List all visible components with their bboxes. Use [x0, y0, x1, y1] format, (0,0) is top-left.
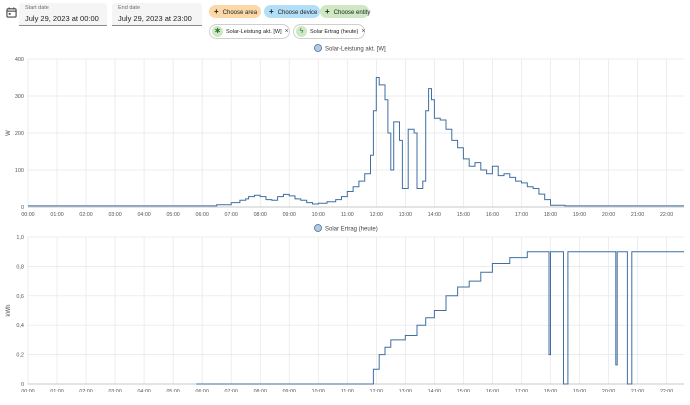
x-tick-label: 07:00: [225, 389, 238, 392]
close-icon[interactable]: ×: [361, 28, 366, 35]
y-tick-label: 0,2: [16, 353, 24, 359]
calendar-icon: [6, 7, 17, 18]
x-tick-label: 19:00: [573, 212, 586, 217]
solar-yield-chart: Solar Ertrag (heute) kWh 0 0,2 0,4 0,6 0,8 1,0 0…: [6, 224, 684, 392]
x-tick-label: 15:00: [457, 389, 470, 392]
x-tick-label: 18:00: [544, 212, 557, 217]
y-tick-label: 0,4: [16, 323, 24, 329]
x-tick-label: 01:00: [50, 389, 63, 392]
x-tick-label: 08:00: [254, 212, 267, 217]
x-tick-label: 16:00: [486, 212, 499, 217]
x-tick-label: 21:00: [631, 389, 644, 392]
entity-chip-label: Solar Ertrag (heute): [310, 29, 359, 35]
start-date-value: July 29, 2023 at 00:00: [25, 14, 99, 23]
start-date-field[interactable]: Start date July 29, 2023 at 00:00: [19, 3, 107, 26]
x-tick-label: 12:00: [370, 389, 383, 392]
x-tick-label: 21:00: [631, 212, 644, 217]
x-tick-label: 02:00: [79, 212, 92, 217]
x-tick-label: 19:00: [573, 389, 586, 392]
x-tick-label: 10:00: [312, 389, 325, 392]
x-tick-label: 17:00: [515, 212, 528, 217]
x-tick-label: 04:00: [137, 389, 150, 392]
x-tick-label: 13:00: [399, 389, 412, 392]
x-tick-label: 10:00: [312, 212, 325, 217]
series-line[interactable]: [196, 251, 684, 385]
flash-icon: ϟ: [296, 26, 307, 38]
x-tick-label: 01:00: [50, 212, 63, 217]
entity-chip-label: Solar-Leistung akt. [W]: [226, 29, 282, 35]
x-tick-label: 03:00: [108, 389, 121, 392]
x-tick-label: 20:00: [602, 389, 615, 392]
x-tick-label: 00:00: [21, 212, 34, 217]
legend-label: Solar-Leistung akt. [W]: [325, 47, 386, 53]
x-tick-label: 06:00: [196, 212, 209, 217]
x-tick-label: 22:00: [660, 212, 673, 217]
x-tick-label: 03:00: [108, 212, 121, 217]
x-tick-label: 05:00: [166, 212, 179, 217]
x-tick-label: 09:00: [283, 389, 296, 392]
x-tick-label: 08:00: [254, 389, 267, 392]
x-tick-label: 18:00: [544, 389, 557, 392]
y-axis-label: W: [6, 130, 12, 136]
choose-area-button[interactable]: + Choose area: [209, 5, 261, 18]
x-tick-label: 13:00: [399, 212, 412, 217]
x-tick-label: 04:00: [137, 212, 150, 217]
solar-power-icon: ✱: [212, 26, 223, 38]
x-tick-label: 16:00: [486, 389, 499, 392]
y-tick-label: 100: [15, 168, 24, 174]
legend-marker: [314, 44, 322, 52]
choose-device-button[interactable]: + Choose device: [264, 5, 320, 18]
choose-entity-button[interactable]: + Choose entity: [320, 5, 370, 18]
chart-legend[interactable]: Solar Ertrag (heute): [314, 224, 378, 233]
x-tick-label: 14:00: [428, 212, 441, 217]
series-line[interactable]: [28, 77, 684, 207]
plus-icon: +: [269, 7, 274, 16]
y-tick-label: 0,8: [16, 264, 24, 270]
x-tick-label: 06:00: [196, 389, 209, 392]
y-tick-label: 200: [15, 131, 24, 137]
entity-chip-solar-yield[interactable]: ϟ Solar Ertrag (heute) ×: [293, 24, 365, 39]
x-tick-label: 05:00: [166, 389, 179, 392]
y-axis-label: kWh: [6, 305, 12, 317]
plus-icon: +: [214, 7, 219, 16]
x-tick-label: 12:00: [370, 212, 383, 217]
x-tick-label: 11:00: [341, 212, 354, 217]
x-tick-label: 07:00: [225, 212, 238, 217]
legend-marker: [314, 224, 322, 232]
x-tick-label: 09:00: [283, 212, 296, 217]
plus-icon: +: [325, 7, 330, 16]
chart-legend[interactable]: Solar-Leistung akt. [W]: [314, 44, 387, 53]
x-tick-label: 11:00: [341, 389, 354, 392]
x-tick-label: 02:00: [79, 389, 92, 392]
x-tick-label: 17:00: [515, 389, 528, 392]
end-date-value: July 29, 2023 at 23:00: [118, 14, 192, 23]
start-date-label: Start date: [25, 5, 49, 11]
entity-chip-solar-power[interactable]: ✱ Solar-Leistung akt. [W] ×: [209, 24, 290, 39]
y-tick-label: 300: [15, 94, 24, 100]
x-tick-label: 00:00: [21, 389, 34, 392]
solar-power-chart: Solar-Leistung akt. [W] W 0 100 200 300 400 00:…: [6, 44, 684, 217]
x-tick-label: 22:00: [660, 389, 673, 392]
y-tick-label: 0: [21, 382, 24, 388]
y-tick-label: 0: [21, 205, 24, 211]
x-tick-label: 15:00: [457, 212, 470, 217]
x-tick-label: 20:00: [602, 212, 615, 217]
x-tick-label: 14:00: [428, 389, 441, 392]
y-tick-label: 0,6: [16, 294, 24, 300]
end-date-label: End date: [118, 5, 141, 11]
y-tick-label: 400: [15, 57, 24, 63]
legend-label: Solar Ertrag (heute): [325, 227, 378, 233]
y-tick-label: 1,0: [16, 235, 24, 241]
close-icon[interactable]: ×: [284, 28, 289, 35]
end-date-field[interactable]: End date July 29, 2023 at 23:00: [112, 3, 202, 26]
